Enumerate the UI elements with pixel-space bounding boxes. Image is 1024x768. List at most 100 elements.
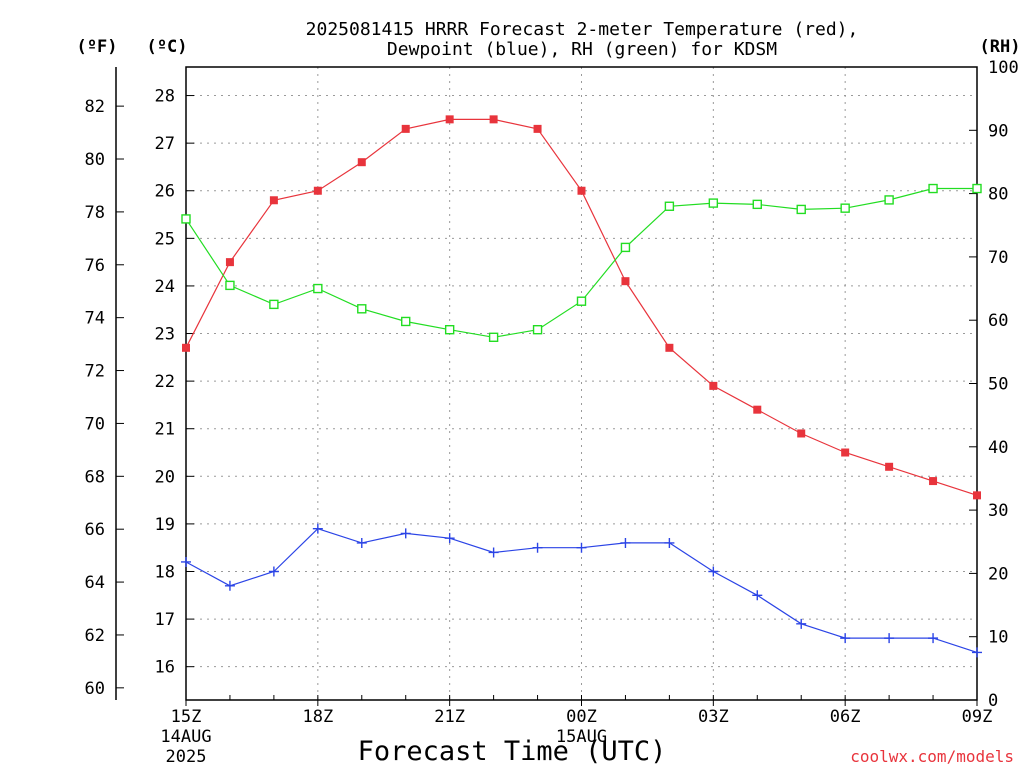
rh-point (796, 204, 806, 215)
celsius-tick-label: 23 (155, 325, 175, 345)
temperature-point (182, 343, 190, 352)
rh-point (972, 183, 982, 194)
fahrenheit-tick-label: 78 (85, 203, 105, 223)
celsius-tick-label: 22 (155, 372, 175, 392)
rh-axis: 0 10 20 30 40 50 60 70 80 90 100 (969, 58, 1019, 711)
chart-title-line1: 2025081415 HRRR Forecast 2-meter Tempera… (306, 19, 859, 40)
x-tick-label: 09Z (962, 707, 993, 727)
temperature-point (665, 343, 674, 352)
celsius-tick-label: 26 (155, 182, 175, 202)
fahrenheit-tick-label: 80 (85, 150, 105, 170)
celsius-tick-label: 18 (155, 562, 175, 582)
temperature-point (225, 258, 234, 267)
fahrenheit-unit-label: (ºF) (77, 37, 118, 57)
x-tick-label: 06Z (830, 707, 861, 727)
rh-tick-label: 40 (988, 438, 1008, 458)
celsius-tick-label: 16 (155, 658, 175, 678)
dewpoint-series (181, 523, 982, 658)
rh-tick-label: 80 (988, 185, 1008, 205)
fahrenheit-tick-label: 70 (85, 414, 105, 434)
celsius-unit-label: (ºC) (147, 37, 188, 57)
rh-series (181, 183, 982, 342)
rh-tick-label: 0 (988, 691, 998, 711)
rh-point (620, 242, 631, 253)
grid (186, 67, 977, 700)
celsius-tick-label: 17 (155, 610, 175, 630)
fahrenheit-tick-label: 66 (85, 520, 105, 540)
rh-point (444, 324, 455, 335)
celsius-tick-label: 25 (155, 229, 175, 249)
rh-tick-label: 100 (988, 58, 1019, 78)
rh-tick-label: 10 (988, 628, 1008, 648)
temperature-point (709, 381, 718, 390)
x-tick-label: 18Z (302, 707, 333, 727)
dewpoint-point (400, 528, 411, 539)
celsius-axis: 16 17 18 19 20 21 22 23 24 25 26 27 28 (155, 87, 194, 678)
fahrenheit-tick-label: 64 (85, 573, 105, 593)
fahrenheit-tick-label: 82 (85, 97, 105, 117)
chart-title-line2: Dewpoint (blue), RH (green) for KDSM (387, 39, 777, 60)
dewpoint-point (752, 590, 763, 601)
dewpoint-point (576, 542, 587, 553)
x-tick-year-label: 2025 (166, 747, 207, 767)
temperature-point (533, 124, 542, 133)
fahrenheit-tick-label: 76 (85, 256, 105, 276)
dewpoint-point (444, 533, 455, 544)
temperature-point (357, 158, 366, 167)
dewpoint-point (224, 580, 235, 591)
dewpoint-point (268, 566, 279, 577)
rh-point (225, 280, 235, 291)
rh-point (884, 195, 894, 205)
rh-point (752, 199, 762, 210)
fahrenheit-tick-label: 60 (85, 679, 105, 699)
rh-point (313, 283, 323, 294)
temperature-point (621, 277, 630, 286)
dewpoint-point (664, 537, 675, 548)
fahrenheit-tick-label: 74 (85, 309, 105, 329)
rh-point (401, 316, 411, 327)
x-tick-date-label: 15AUG (556, 727, 607, 747)
x-tick-label: 15Z (171, 707, 202, 727)
temperature-point (841, 448, 850, 457)
rh-point (532, 324, 543, 335)
dewpoint-point (884, 633, 895, 644)
fahrenheit-tick-label: 72 (85, 362, 105, 382)
dewpoint-point (312, 523, 323, 534)
rh-point (664, 201, 675, 211)
temperature-point (313, 186, 322, 195)
x-axis-label: Forecast Time (UTC) (358, 736, 667, 767)
rh-unit-label: (RH) (980, 37, 1021, 57)
dewpoint-point (356, 537, 367, 548)
fahrenheit-axis: 60 62 64 66 68 70 72 74 76 78 80 82 (85, 67, 124, 700)
rh-tick-label: 60 (988, 311, 1008, 331)
temperature-point (489, 115, 498, 124)
rh-tick-label: 20 (988, 564, 1008, 584)
fahrenheit-tick-label: 62 (85, 626, 105, 646)
dewpoint-point (181, 556, 191, 567)
dewpoint-point (840, 633, 851, 644)
rh-point (928, 183, 938, 194)
celsius-tick-label: 21 (155, 420, 175, 440)
rh-point (840, 203, 850, 213)
dewpoint-point (972, 647, 982, 658)
series-layer (181, 115, 982, 658)
x-tick-label: 03Z (698, 707, 729, 727)
temperature-point (753, 405, 762, 414)
rh-point (181, 214, 191, 224)
dewpoint-point (488, 547, 499, 558)
rh-point (488, 332, 499, 342)
rh-line (185, 187, 977, 338)
celsius-tick-label: 19 (155, 515, 175, 535)
temperature-point (885, 462, 894, 471)
dewpoint-point (796, 618, 807, 629)
rh-point (576, 296, 587, 306)
rh-point (357, 304, 367, 314)
rh-point (269, 299, 279, 310)
x-tick-date-label: 14AUG (160, 727, 211, 747)
rh-tick-label: 90 (988, 121, 1008, 141)
dewpoint-point (708, 566, 719, 577)
temperature-point (577, 186, 586, 195)
temperature-series (182, 115, 981, 500)
